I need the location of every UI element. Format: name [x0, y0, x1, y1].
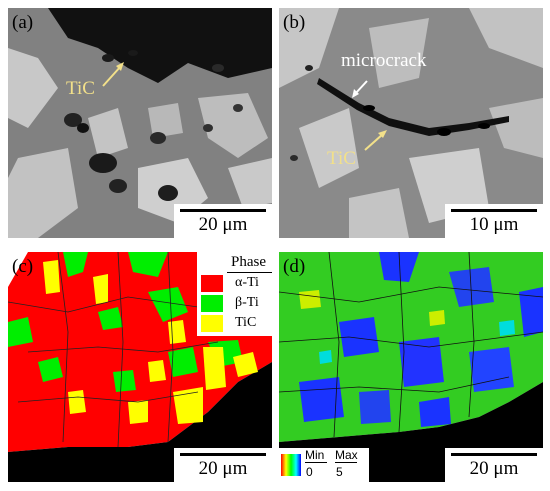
scale-bar-b: 10 μm — [445, 204, 543, 238]
colorbar-min-value: 0 — [306, 465, 313, 479]
colorbar-max-underline — [335, 462, 357, 463]
legend-swatch-alpha-ti — [201, 275, 223, 292]
microcrack-arrow — [354, 80, 368, 95]
colorbar-max-label: Max — [335, 448, 358, 462]
microcrack-annotation: microcrack — [341, 50, 427, 71]
tic-annotation-a: TiC — [66, 78, 95, 99]
scale-bar-d: 20 μm — [445, 448, 543, 482]
colorbar-min-label: Min — [305, 448, 325, 462]
legend-label-tic: TiC — [235, 315, 257, 330]
panel-label-c: (c) — [12, 256, 34, 277]
scale-bar-a: 20 μm — [174, 204, 272, 238]
sem-micrograph-b — [279, 8, 543, 238]
legend-title: Phase — [231, 254, 266, 270]
scale-bar-label-d: 20 μm — [469, 458, 519, 479]
colorbar-gradient — [281, 454, 301, 476]
legend-label-beta-ti: β-Ti — [235, 295, 259, 310]
panel-label-a: (a) — [12, 12, 34, 33]
phase-legend: Phase α-Ti β-Ti TiC — [197, 252, 272, 336]
kam-map — [279, 252, 543, 482]
panel-label-b: (b) — [283, 12, 306, 33]
scale-bar-label-c: 20 μm — [198, 458, 248, 479]
scale-bar-line-c — [180, 453, 266, 456]
scale-bar-c: 20 μm — [174, 448, 272, 482]
legend-swatch-tic — [201, 315, 223, 332]
panel-d-kam-map: (d) Min Max 0 5 20 μm — [279, 252, 543, 482]
sem-micrograph-a — [8, 8, 272, 238]
scale-bar-label-a: 20 μm — [198, 214, 248, 235]
kam-colorbar: Min Max 0 5 — [279, 448, 369, 482]
legend-underline — [227, 272, 272, 273]
legend-label-alpha-ti: α-Ti — [235, 275, 259, 290]
scale-bar-line-b — [451, 209, 537, 212]
tic-annotation-b: TiC — [327, 148, 356, 169]
scale-bar-line-d — [451, 453, 537, 456]
tic-arrow-a — [102, 65, 122, 87]
panel-c-phase-map: (c) Phase α-Ti β-Ti TiC 20 μm — [8, 252, 272, 482]
panel-a-sem-image: (a) TiC 20 μm — [8, 8, 272, 238]
tic-arrow-b — [364, 133, 384, 151]
colorbar-min-underline — [305, 462, 327, 463]
scale-bar-label-b: 10 μm — [469, 214, 519, 235]
legend-swatch-beta-ti — [201, 295, 223, 312]
colorbar-max-value: 5 — [336, 465, 343, 479]
panel-label-d: (d) — [283, 256, 306, 277]
scale-bar-line-a — [180, 209, 266, 212]
panel-b-sem-image: (b) microcrack TiC 10 μm — [279, 8, 543, 238]
